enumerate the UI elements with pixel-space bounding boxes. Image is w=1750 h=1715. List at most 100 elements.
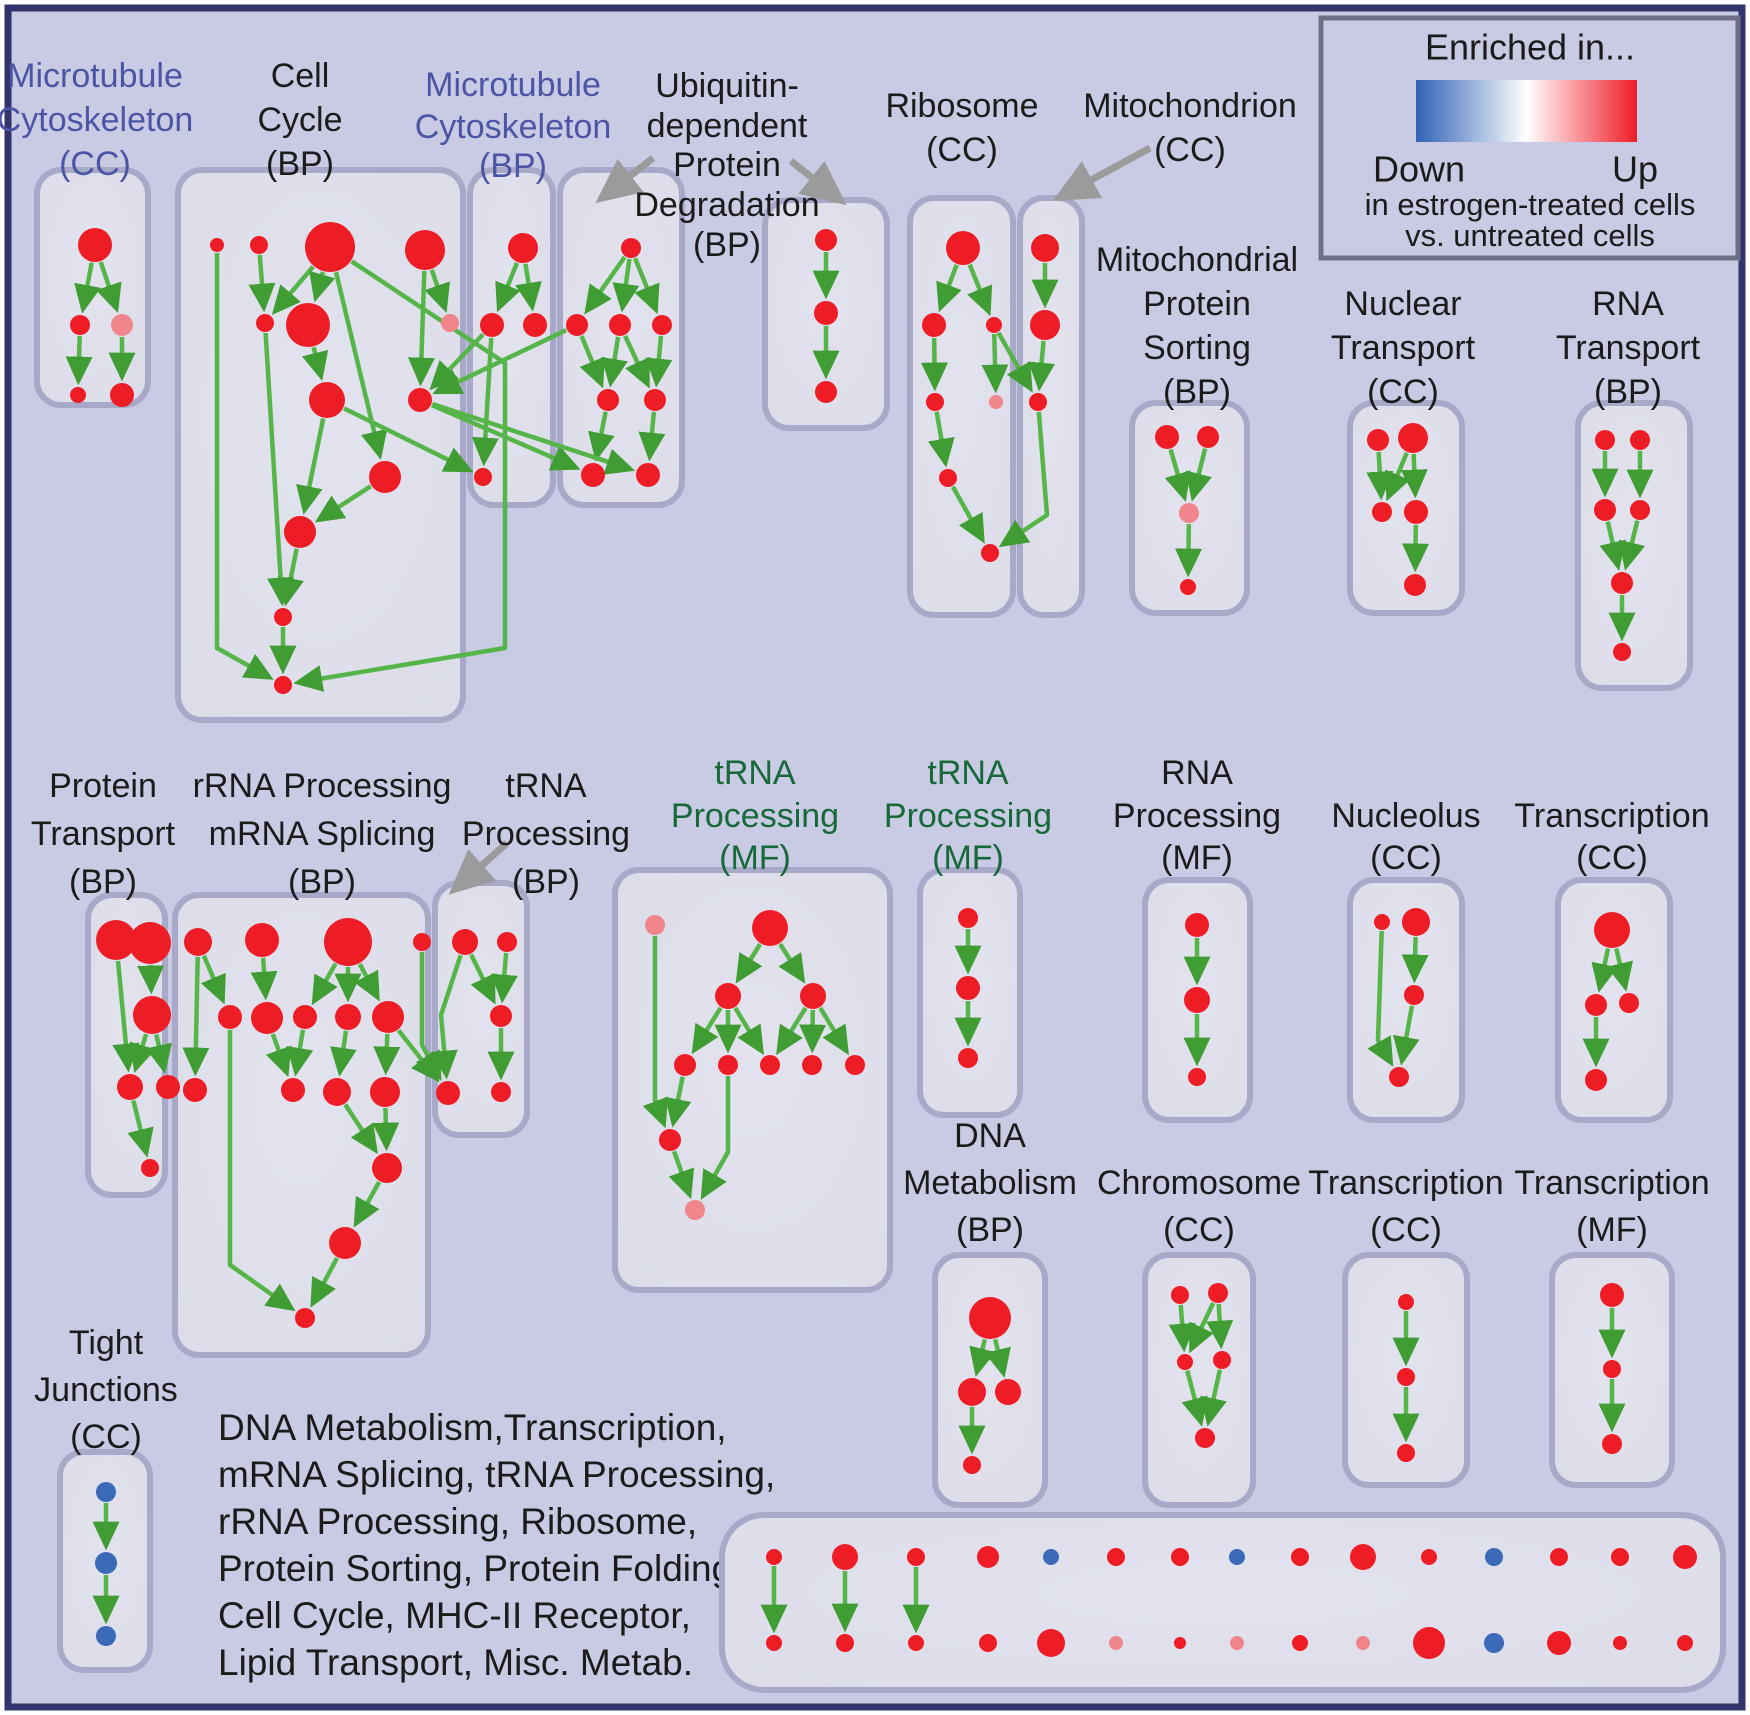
- edge-ubiquitin: [633, 257, 660, 315]
- cluster-label-mitochondrion: Mitochondrion: [1083, 87, 1297, 125]
- node-cell-cycle-red: [286, 303, 330, 347]
- edge-rrna-mrna: [311, 962, 338, 1006]
- node-chromosome-red: [1208, 1283, 1228, 1303]
- cluster-label-trna-bp: (BP): [512, 863, 580, 901]
- cluster-label-mito-sort: Sorting: [1143, 329, 1251, 367]
- node-misc-strip-pink: [1230, 1636, 1244, 1650]
- edge-trna-bp: [469, 953, 496, 1005]
- node-nucleolus-red: [1389, 1067, 1409, 1087]
- node-nucleolus-red: [1374, 914, 1390, 930]
- node-ribosome-red: [986, 317, 1002, 333]
- cross-edge-cell-cycle-ubiquitin: [431, 401, 636, 475]
- edge-trna-mf-1: [735, 942, 763, 984]
- edge-trna-bp: [430, 954, 463, 1080]
- cluster-label-trna-mf-2: (MF): [932, 839, 1004, 877]
- node-misc-strip-red: [1550, 1548, 1568, 1566]
- node-trna-mf-1-red: [800, 983, 826, 1009]
- node-rrna-mrna-red: [372, 1001, 404, 1033]
- node-trna-mf-1-red: [718, 1055, 738, 1075]
- edge-ribosome: [928, 411, 955, 468]
- node-rrna-mrna-red: [335, 1004, 361, 1030]
- node-misc-strip-red: [1613, 1636, 1627, 1650]
- node-rrna-mrna-red: [370, 1077, 400, 1107]
- edge-rrna-mrna: [343, 1103, 378, 1155]
- note-block-line: DNA Metabolism,Transcription,: [218, 1407, 727, 1448]
- node-rrna-mrna-red: [251, 1002, 283, 1034]
- edge-nuclear-transport: [1385, 451, 1411, 502]
- node-misc-strip-red: [1350, 1544, 1376, 1570]
- cluster-label-transcription-cc-b: Transcription: [1308, 1164, 1503, 1202]
- node-misc-strip-red: [1171, 1548, 1189, 1566]
- node-ribosome-red: [922, 313, 946, 337]
- node-chromosome-red: [1213, 1351, 1231, 1369]
- legend-gradient-icon: [1416, 80, 1637, 142]
- cluster-label-trna-bp: Processing: [462, 815, 630, 853]
- cluster-label-transcription-cc-a: Transcription: [1514, 797, 1709, 835]
- cluster-label-trna-mf-1: tRNA: [714, 754, 796, 792]
- node-misc-strip-red: [1174, 1637, 1186, 1649]
- legend-subtitle-line2: vs. untreated cells: [1405, 218, 1655, 253]
- cluster-label-mt-cc: Microtubule: [7, 57, 183, 95]
- edge-mt-bp: [471, 337, 499, 467]
- cluster-label-nuclear-transport: Transport: [1331, 329, 1476, 367]
- node-nuclear-transport-red: [1404, 574, 1426, 596]
- node-misc-strip-red: [1037, 1629, 1065, 1657]
- edge-trna-mf-1: [733, 1006, 764, 1056]
- node-protein-transport-red: [141, 1159, 159, 1177]
- edge-trna-mf-1: [818, 1006, 849, 1056]
- node-rrna-mrna-red: [329, 1227, 361, 1259]
- edge-rrna-mrna: [200, 954, 226, 1005]
- node-protein-transport-red: [96, 920, 136, 960]
- node-rrna-mrna-red: [324, 918, 372, 966]
- cluster-label-cell-cycle: Cell: [271, 57, 330, 95]
- node-tight-junctions-blue: [96, 1482, 116, 1502]
- node-trna-mf-1-red: [715, 983, 741, 1009]
- cluster-label-trna-mf-2: tRNA: [927, 754, 1009, 792]
- annotation-arrow-icon: [1052, 144, 1152, 202]
- cluster-label-rrna-mrna: mRNA Splicing: [209, 815, 436, 853]
- cluster-label-mt-bp: (BP): [479, 147, 547, 185]
- node-transcription-cc-b-red: [1397, 1368, 1415, 1386]
- node-nuclear-transport-red: [1404, 500, 1428, 524]
- node-ubiquitin-red: [597, 389, 619, 411]
- cluster-label-trna-mf-1: (MF): [719, 839, 791, 877]
- edge-mito-sort: [1175, 523, 1203, 578]
- edge-cell-cycle: [302, 346, 329, 382]
- edge-nuclear-transport: [1366, 451, 1394, 501]
- edge-chromosome: [1206, 1303, 1234, 1350]
- node-trna-mf-1-red: [802, 1055, 822, 1075]
- edge-ribosome: [967, 263, 993, 317]
- edge-ubiquitin: [601, 336, 628, 388]
- edge-chromosome: [1200, 1369, 1227, 1427]
- cluster-label-tight-junctions: Junctions: [34, 1371, 178, 1409]
- node-rna-transport-red: [1611, 572, 1633, 594]
- cluster-label-trna-mf-2: Processing: [884, 797, 1052, 835]
- node-misc-strip-red: [908, 1635, 924, 1651]
- node-nucleolus-red: [1402, 908, 1430, 936]
- node-dna-metabolism-red: [995, 1379, 1021, 1405]
- node-chromosome-red: [1177, 1354, 1193, 1370]
- node-misc-strip-red: [1421, 1549, 1437, 1565]
- note-block-line: Protein Sorting, Protein Folding,: [218, 1548, 742, 1589]
- annotation-arrow-icon: [595, 155, 656, 204]
- cluster-label-tight-junctions: (CC): [70, 1418, 142, 1456]
- node-trna-mf-1-red: [760, 1055, 780, 1075]
- edges-layer: [65, 144, 1654, 1625]
- node-rrna-mrna-red: [184, 928, 212, 956]
- edge-ubiquitin: [623, 334, 650, 389]
- node-misc-strip-red: [979, 1634, 997, 1652]
- node-trna-mf-1-red: [659, 1129, 681, 1151]
- edge-trna-mf-1: [776, 1006, 808, 1056]
- node-ubiquitin-red: [621, 238, 641, 258]
- edge-mt-bp: [515, 263, 542, 312]
- node-misc-strip-red: [1107, 1548, 1125, 1566]
- node-rrna-mrna-red: [183, 1078, 207, 1102]
- edge-chromosome: [1168, 1304, 1196, 1353]
- cluster-label-nucleolus: (CC): [1370, 839, 1442, 877]
- cluster-label-ubiquitin: Degradation: [634, 186, 819, 224]
- node-rna-transport-red: [1630, 500, 1650, 520]
- node-cell-cycle-red: [305, 222, 355, 272]
- node-misc-strip-blue: [1485, 1548, 1503, 1566]
- edge-protein-transport: [112, 960, 140, 1073]
